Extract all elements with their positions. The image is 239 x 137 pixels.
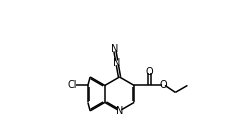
Text: N: N bbox=[113, 58, 121, 68]
Text: O: O bbox=[146, 67, 153, 77]
Text: N: N bbox=[116, 106, 123, 116]
Text: O: O bbox=[159, 80, 167, 90]
Text: N: N bbox=[111, 44, 118, 54]
Text: Cl: Cl bbox=[68, 80, 77, 90]
